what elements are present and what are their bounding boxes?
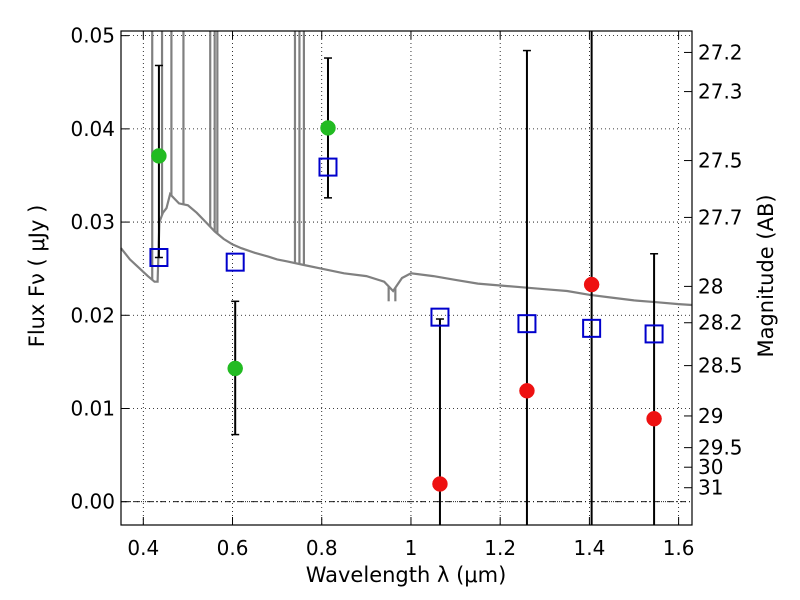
model-square-marker — [149, 247, 169, 267]
x-tick-label: 1.2 — [484, 536, 516, 560]
flux-point-marker — [583, 276, 600, 293]
sed-model-curve — [120, 31, 693, 307]
flux-point-marker — [320, 120, 336, 136]
x-tick-label: 1.4 — [573, 536, 605, 560]
data-points — [149, 120, 664, 492]
model-square-marker — [430, 307, 450, 327]
y-tick-label: 0.00 — [70, 490, 115, 514]
model-square-marker — [517, 314, 537, 334]
y2-tick-label: 31 — [698, 476, 723, 500]
y-tick-label: 0.05 — [70, 24, 115, 48]
grid-lines — [121, 31, 692, 525]
y2-tick-label: 27.2 — [698, 40, 743, 64]
flux-point-marker — [227, 360, 243, 377]
flux-point-marker — [646, 410, 662, 427]
x-tick-label: 0.6 — [217, 536, 249, 560]
model-square-marker — [644, 324, 664, 344]
y2-tick-label: 27.7 — [698, 205, 743, 229]
model-square-marker — [225, 252, 245, 272]
y-tick-label: 0.02 — [70, 303, 115, 327]
flux-point-marker — [519, 383, 535, 399]
sed-line — [120, 191, 693, 307]
y2-tick-label: 27.3 — [698, 80, 743, 104]
flux-point-marker — [432, 476, 448, 492]
y-axis-ticks: 0.00 0.01 0.02 0.03 0.04 0.05 — [70, 24, 129, 514]
x-axis-ticks: 0.4 0.6 0.8 1 1.2 1.4 1.6 — [127, 31, 695, 560]
y2-tick-label: 29 — [698, 404, 723, 428]
flux-point-marker — [151, 148, 167, 164]
y2-tick-label: 30 — [698, 455, 723, 479]
model-square-marker — [582, 318, 602, 338]
y-axis-label: Flux Fν ( μJy ) — [25, 205, 49, 348]
y2-tick-label: 28 — [698, 274, 723, 298]
y2-tick-label: 29.5 — [698, 436, 743, 460]
x-tick-label: 0.4 — [127, 536, 159, 560]
y-tick-label: 0.03 — [70, 210, 115, 234]
x-tick-label: 1 — [405, 536, 418, 560]
y-tick-label: 0.04 — [70, 117, 115, 141]
x-tick-label: 0.8 — [306, 536, 338, 560]
x-axis-label: Wavelength λ (μm) — [306, 563, 507, 587]
y2-axis-label: Magnitude (AB) — [754, 194, 778, 357]
plot-frame — [120, 30, 693, 526]
y2-tick-label: 28.5 — [698, 354, 743, 378]
y-tick-label: 0.01 — [70, 396, 115, 420]
model-square-marker — [318, 157, 338, 177]
y2-tick-label: 27.5 — [698, 149, 743, 173]
error-bars — [154, 31, 659, 525]
x-tick-label: 1.6 — [663, 536, 695, 560]
y2-tick-label: 28.2 — [698, 311, 743, 335]
